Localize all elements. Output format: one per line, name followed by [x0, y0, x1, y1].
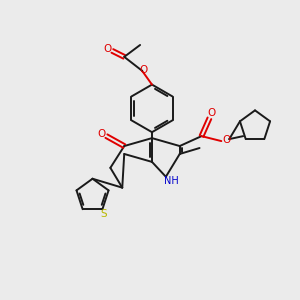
- Text: S: S: [100, 209, 107, 219]
- Text: O: O: [222, 135, 230, 145]
- Text: O: O: [139, 65, 147, 75]
- Text: O: O: [103, 44, 112, 54]
- Text: O: O: [207, 108, 216, 118]
- Text: NH: NH: [164, 176, 179, 186]
- Text: O: O: [97, 129, 106, 139]
